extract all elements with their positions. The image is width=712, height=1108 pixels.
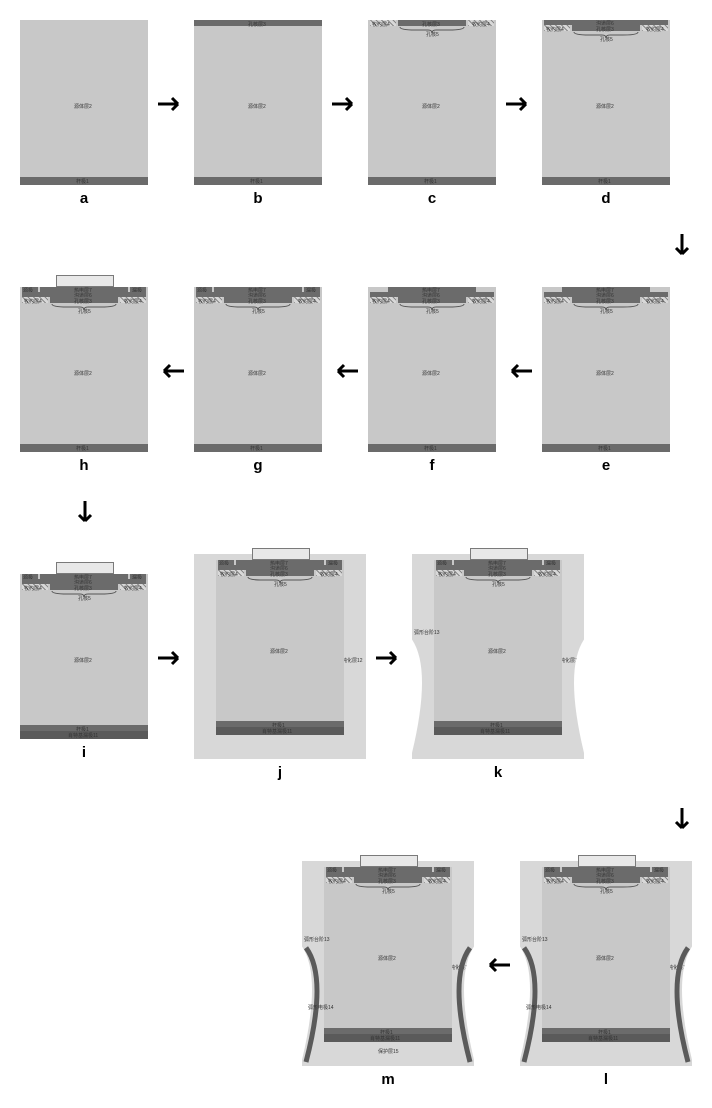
panel-e: 杆极1源体层2热电层7沟道层6牧约层4牧约层4孔核层3孔核5 e <box>542 287 670 474</box>
caption-g: g <box>253 457 262 474</box>
row-3: 杆极1肖特基漏极11源体层2源极漏极热电层7沟道层6牧约层4牧约层4孔核层3孔核… <box>20 554 692 781</box>
panel-b: 杆极1源体层2孔核层3 b <box>194 20 322 207</box>
row-2: 杆极1源体层2源极漏极热电层7沟道层6牧约层4牧约层4孔核层3孔核5膜极10 h… <box>20 287 692 474</box>
caption-m: m <box>381 1071 394 1088</box>
caption-d: d <box>601 190 610 207</box>
arrow-right-icon <box>156 648 186 668</box>
panel-a: 杆极1源体层2 a <box>20 20 148 207</box>
arrow-down-icon <box>672 232 692 262</box>
arrow-right-icon <box>504 94 534 114</box>
arrow-left-icon <box>330 361 360 381</box>
process-flow-grid: 杆极1源体层2 a 杆极1源体层2孔核层3 b 杆极1源体层2牧约层4牧约层4孔… <box>20 20 692 1088</box>
caption-f: f <box>430 457 435 474</box>
caption-i: i <box>82 744 86 761</box>
panel-i: 杆极1肖特基漏极11源体层2源极漏极热电层7沟道层6牧约层4牧约层4孔核层3孔核… <box>20 574 148 761</box>
row-4: 钝化层12杆极1肖特基漏极11源体层2源极漏极热电层7沟道层6牧约层4牧约层4孔… <box>20 861 692 1088</box>
panel-h: 杆极1源体层2源极漏极热电层7沟道层6牧约层4牧约层4孔核层3孔核5膜极10 h <box>20 287 148 474</box>
caption-h: h <box>79 457 88 474</box>
arrow-down-icon <box>75 499 95 529</box>
panel-g: 杆极1源体层2源极漏极热电层7沟道层6牧约层4牧约层4孔核层3孔核5 g <box>194 287 322 474</box>
caption-c: c <box>428 190 436 207</box>
caption-k: k <box>494 764 502 781</box>
panel-m: 钝化层12杆极1肖特基漏极11源体层2源极漏极热电层7沟道层6牧约层4牧约层4孔… <box>302 861 474 1088</box>
arrow-down-icon <box>672 806 692 836</box>
panel-j: 钝化层12杆极1肖特基漏极11源体层2源极漏极热电层7沟道层6牧约层4牧约层4孔… <box>194 554 366 781</box>
caption-e: e <box>602 457 610 474</box>
panel-d: 杆极1源体层2沟道层6牧约层4牧约层4孔核层3孔核5 d <box>542 20 670 207</box>
arrow-right-icon <box>330 94 360 114</box>
panel-f: 杆极1源体层2热电层7沟道层6牧约层4牧约层4孔核层3孔核5 f <box>368 287 496 474</box>
arrow-right-icon <box>374 648 404 668</box>
caption-j: j <box>278 764 282 781</box>
arrow-right-icon <box>156 94 186 114</box>
caption-l: l <box>604 1071 608 1088</box>
row-1: 杆极1源体层2 a 杆极1源体层2孔核层3 b 杆极1源体层2牧约层4牧约层4孔… <box>20 20 692 207</box>
arrow-left-icon <box>482 955 512 975</box>
panel-l: 钝化层12杆极1肖特基漏极11源体层2源极漏极热电层7沟道层6牧约层4牧约层4孔… <box>520 861 692 1088</box>
caption-a: a <box>80 190 88 207</box>
arrow-left-icon <box>156 361 186 381</box>
panel-k: 钝化层12杆极1肖特基漏极11源体层2源极漏极热电层7沟道层6牧约层4牧约层4孔… <box>412 554 584 781</box>
arrow-left-icon <box>504 361 534 381</box>
panel-c: 杆极1源体层2牧约层4牧约层4孔核层3孔核5 c <box>368 20 496 207</box>
caption-b: b <box>253 190 262 207</box>
